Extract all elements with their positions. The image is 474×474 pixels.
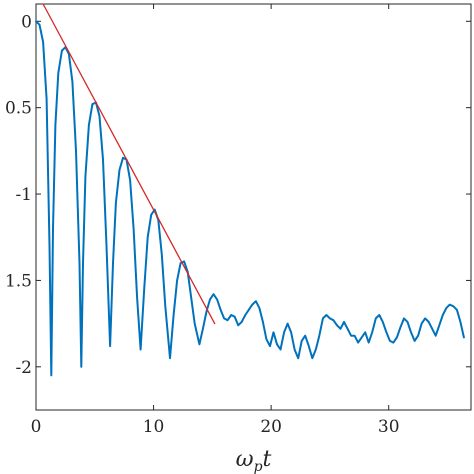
- plot-series: [35, 3, 465, 377]
- x-axis-title-tail: t: [263, 447, 272, 472]
- tick-labels: 0 10 20 30 0 0.5 -1 1.5 -2: [5, 12, 400, 437]
- y-tick-label: 0: [21, 12, 32, 32]
- plot-frame: [35, 3, 472, 411]
- x-tick-label: 30: [378, 417, 400, 437]
- y-tick-label: 0.5: [5, 99, 32, 119]
- y-tick-label: -2: [15, 358, 32, 378]
- fit-line-red: [42, 3, 216, 325]
- x-tick-label: 0: [31, 417, 42, 437]
- x-tick-label: 10: [143, 417, 165, 437]
- y-tick-label: -1: [15, 185, 32, 205]
- x-axis-title-sub: p: [254, 459, 263, 474]
- x-tick-label: 20: [260, 417, 282, 437]
- series-line-blue: [35, 20, 465, 377]
- x-axis-title-main: ω: [236, 447, 254, 472]
- plot-axes: [35, 3, 472, 411]
- y-tick-label: 1.5: [5, 271, 32, 291]
- x-axis-title: ωpt: [236, 447, 272, 474]
